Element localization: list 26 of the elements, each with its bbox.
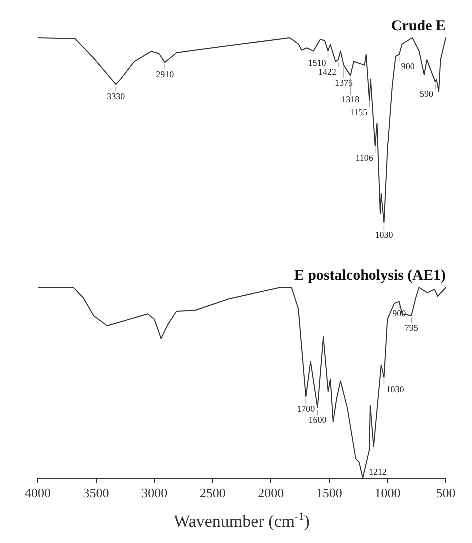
- annotation: 1600: [308, 414, 328, 425]
- x-tick-label: 3500: [83, 486, 110, 501]
- x-tick-label: 1000: [374, 486, 401, 501]
- series-label: E postalcoholysis (AE1): [294, 268, 446, 284]
- annotation: 2910: [156, 70, 175, 80]
- annotation: 1155: [350, 107, 368, 118]
- annotation: 1212: [369, 466, 387, 477]
- annotation: 1510: [308, 58, 327, 68]
- annotation: 795: [404, 322, 419, 333]
- x-tick-label: 1500: [316, 486, 342, 501]
- annotation: 1030: [386, 384, 405, 394]
- annotation: 3330: [107, 92, 126, 102]
- annotation: 1422: [318, 66, 337, 77]
- x-tick-label: 2500: [200, 486, 226, 501]
- annotation: 590: [420, 88, 434, 99]
- x-tick-label: 4000: [25, 486, 51, 501]
- x-tick-label: 500: [436, 486, 456, 501]
- x-tick-label: 2000: [258, 486, 284, 501]
- annotation: 1318: [342, 94, 360, 105]
- annotation: 1700: [297, 404, 316, 414]
- x-tick-label: 3000: [142, 486, 168, 501]
- annotation: 1106: [356, 153, 374, 164]
- series-label: Crude E: [391, 18, 446, 34]
- annotation: 1375: [335, 78, 354, 88]
- annotation: 900: [401, 62, 416, 72]
- annotation: 1030: [375, 230, 394, 240]
